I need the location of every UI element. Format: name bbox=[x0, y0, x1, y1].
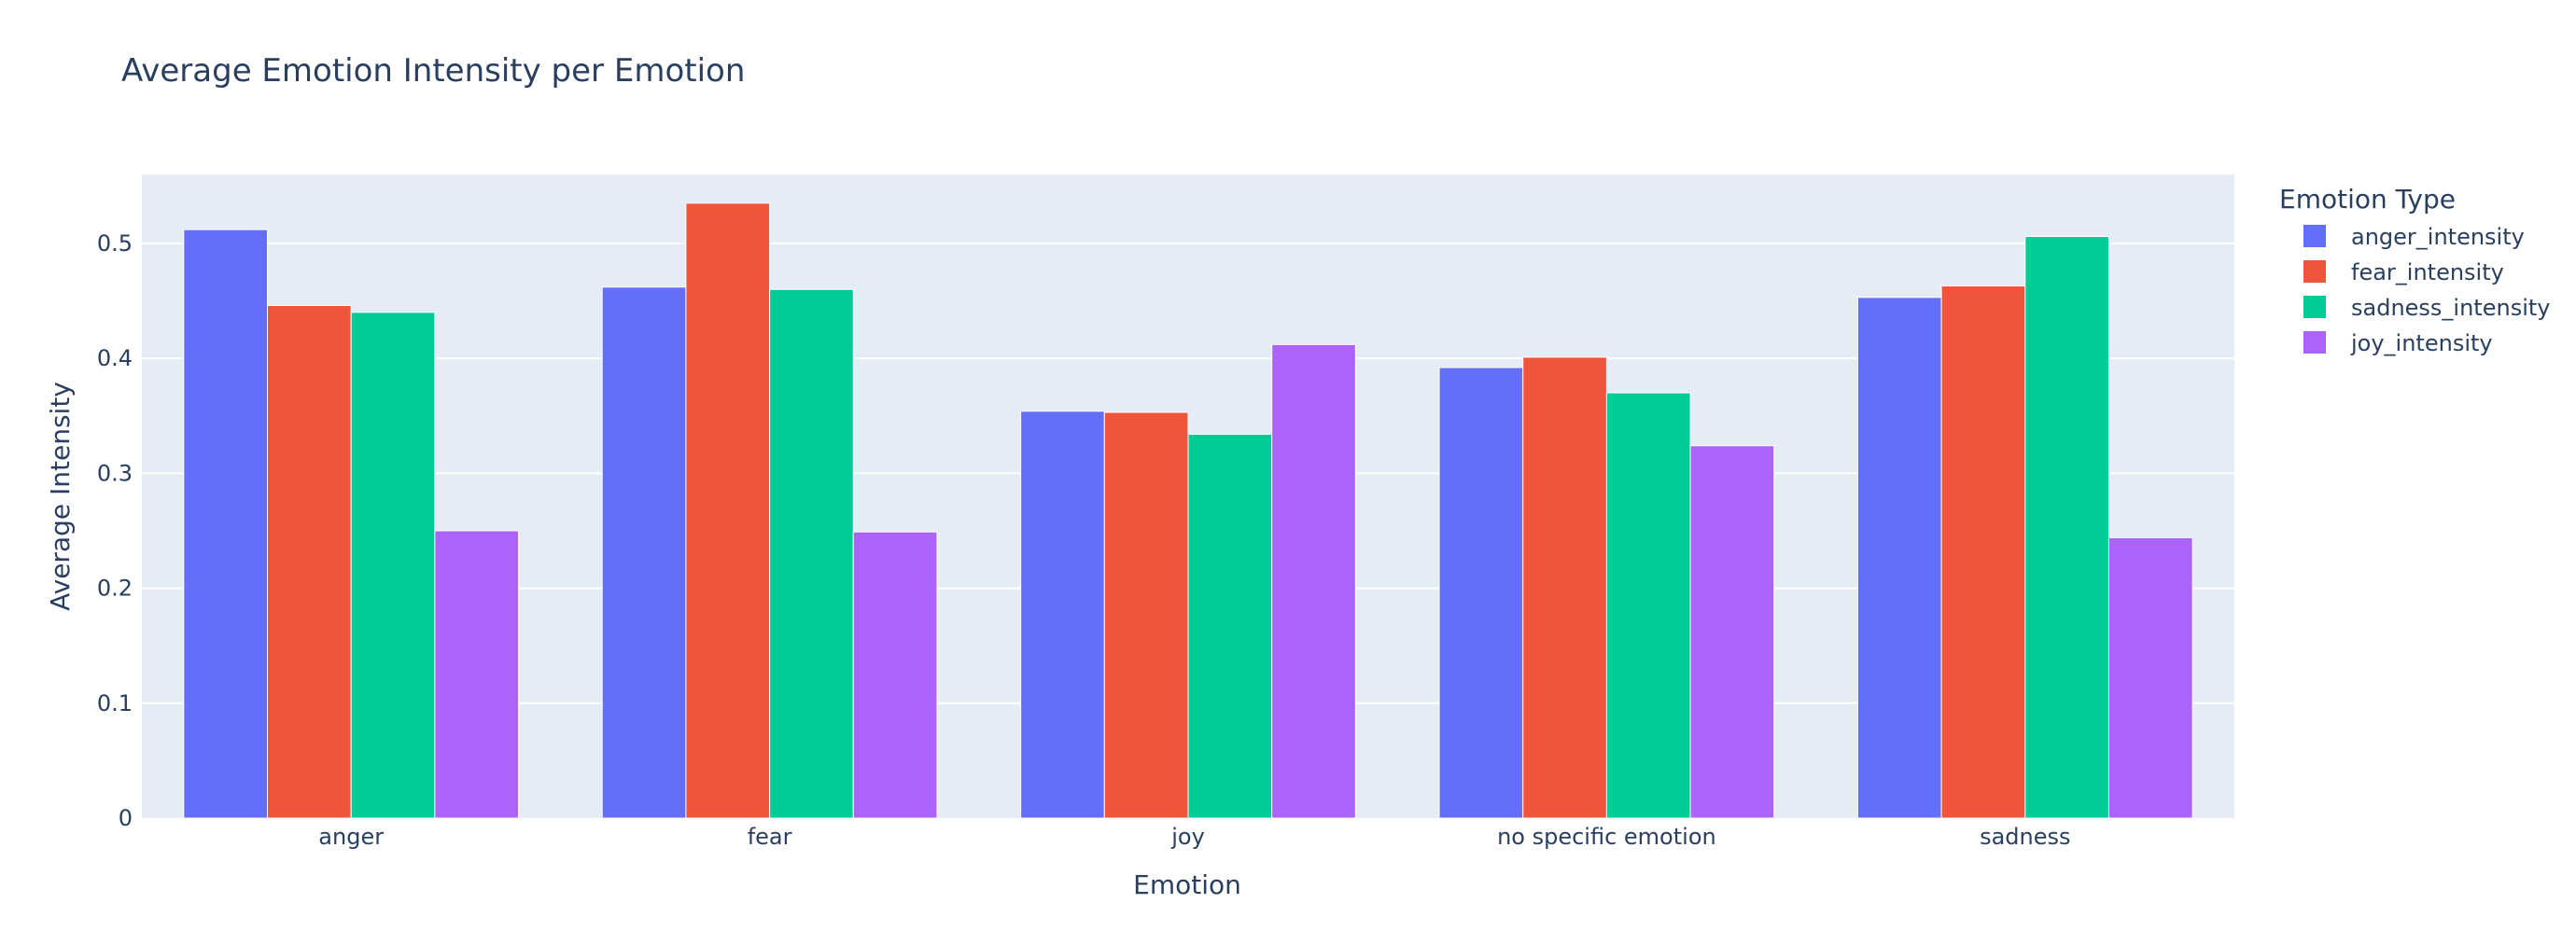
x-tick-label: fear bbox=[748, 824, 792, 850]
x-tick-label: sadness bbox=[1980, 824, 2070, 850]
legend-title: Emotion Type bbox=[2279, 184, 2456, 215]
legend-swatch-fear_intensity bbox=[2303, 260, 2326, 283]
plot-layer bbox=[142, 174, 2234, 819]
legend-swatch-sadness_intensity bbox=[2303, 296, 2326, 318]
bar-joy_intensity-sadness bbox=[2107, 536, 2193, 819]
legend-swatch-joy_intensity bbox=[2303, 331, 2326, 354]
y-tick-label: 0.3 bbox=[97, 460, 133, 486]
legend: Emotion Type anger_intensity fear_intensi… bbox=[2279, 184, 2550, 356]
x-axis-title: Emotion bbox=[1133, 869, 1241, 900]
bar-sadness_intensity-sadness bbox=[2024, 236, 2109, 819]
bar-anger_intensity-sadness bbox=[1856, 297, 1942, 819]
legend-label-sadness_intensity: sadness_intensity bbox=[2351, 295, 2550, 321]
x-tick-label: anger bbox=[318, 824, 384, 850]
axis-layer: 0 0.1 0.2 0.3 0.4 0.5 anger fear joy no specific … bbox=[97, 230, 2071, 850]
y-tick-label: 0.2 bbox=[97, 576, 133, 602]
y-tick-label: 0.5 bbox=[97, 230, 133, 257]
bar-fear_intensity-no-specific-emotion bbox=[1522, 356, 1607, 819]
bar-sadness_intensity-anger bbox=[350, 312, 436, 819]
bar-fear_intensity-fear bbox=[685, 202, 771, 819]
y-tick-label: 0.4 bbox=[97, 345, 133, 371]
y-axis-title: Average Intensity bbox=[45, 382, 76, 611]
bar-sadness_intensity-fear bbox=[769, 288, 854, 819]
bar-fear_intensity-sadness bbox=[1940, 285, 2026, 819]
bar-joy_intensity-fear bbox=[852, 531, 938, 819]
legend-swatch-anger_intensity bbox=[2303, 225, 2326, 247]
y-tick-label: 0.1 bbox=[97, 690, 133, 716]
bar-sadness_intensity-joy bbox=[1187, 433, 1273, 819]
bar-anger_intensity-fear bbox=[601, 286, 687, 819]
bar-joy_intensity-joy bbox=[1271, 343, 1356, 819]
legend-label-fear_intensity: fear_intensity bbox=[2351, 259, 2504, 285]
bar-joy_intensity-no-specific-emotion bbox=[1689, 445, 1775, 819]
bar-anger_intensity-anger bbox=[183, 229, 269, 819]
bar-anger_intensity-joy bbox=[1020, 410, 1105, 819]
legend-label-anger_intensity: anger_intensity bbox=[2351, 224, 2525, 250]
x-tick-label: no specific emotion bbox=[1497, 824, 1716, 850]
bar-sadness_intensity-no-specific-emotion bbox=[1605, 392, 1691, 819]
legend-label-joy_intensity: joy_intensity bbox=[2350, 330, 2493, 356]
bar-joy_intensity-anger bbox=[434, 530, 520, 819]
y-tick-label: 0 bbox=[119, 805, 133, 831]
bar-anger_intensity-no-specific-emotion bbox=[1438, 367, 1524, 819]
bar-fear_intensity-anger bbox=[267, 304, 352, 819]
chart-title: Average Emotion Intensity per Emotion bbox=[121, 52, 745, 90]
bar-fear_intensity-joy bbox=[1103, 411, 1189, 819]
x-tick-label: joy bbox=[1170, 824, 1205, 850]
